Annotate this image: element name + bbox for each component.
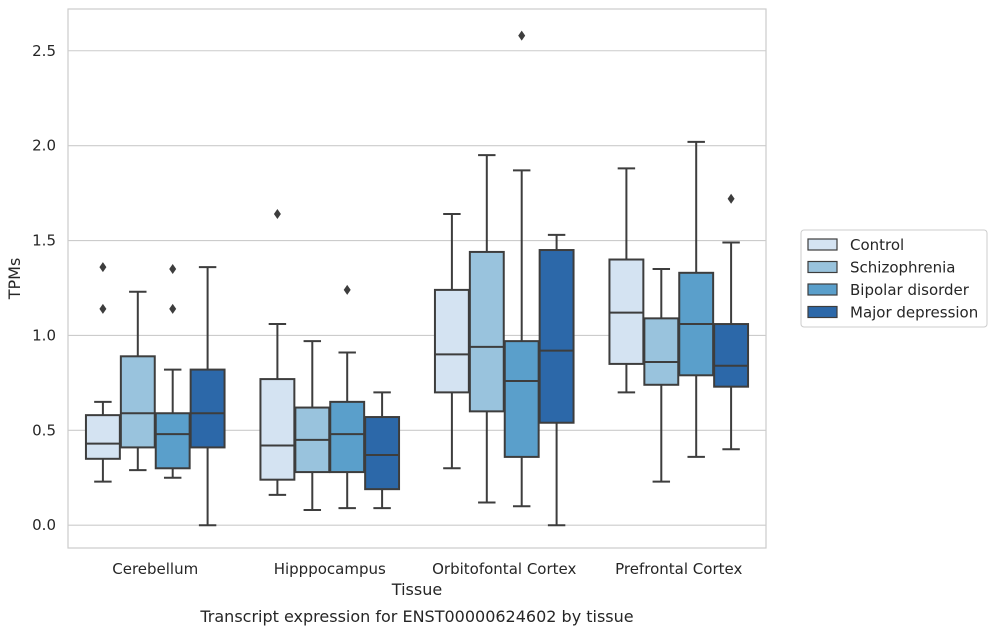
x-tick-label: Hipppocampus xyxy=(274,560,386,578)
iqr-box xyxy=(713,323,750,388)
iqr-box xyxy=(468,250,505,413)
box-schizophrenia xyxy=(468,154,505,504)
box-bipolar-disorder xyxy=(329,284,366,510)
box-control xyxy=(608,167,645,394)
box-bipolar-disorder xyxy=(503,30,540,508)
box-major-depression xyxy=(189,266,226,527)
x-axis-ticks: Cerebellum Hipppocampus Orbitofontal Corte… xyxy=(112,560,742,578)
outlier-point xyxy=(169,303,177,314)
legend-frame xyxy=(800,229,988,328)
y-tick-label: 1.0 xyxy=(32,326,56,344)
box-plot-area xyxy=(84,30,750,527)
iqr-box xyxy=(329,400,366,474)
outlier-point xyxy=(343,284,351,295)
iqr-box xyxy=(643,317,680,386)
iqr-box xyxy=(503,340,540,458)
box-control xyxy=(259,208,296,496)
y-tick-label: 0.5 xyxy=(32,421,56,439)
legend-entry: Bipolar disorder xyxy=(850,281,970,299)
iqr-box xyxy=(433,288,470,394)
outlier-point xyxy=(99,262,107,273)
outlier-point xyxy=(273,208,281,219)
outlier-point xyxy=(518,30,526,41)
legend: Control Schizophrenia Bipolar disorder Majo… xyxy=(800,229,988,328)
y-axis-ticks: 0.0 0.5 1.0 1.5 2.0 2.5 xyxy=(32,42,56,534)
legend-entry: Major depression xyxy=(850,304,978,322)
chart-caption: Transcript expression for ENST0000062460… xyxy=(199,607,633,626)
y-axis-label: TPMs xyxy=(5,258,24,301)
box-schizophrenia xyxy=(119,290,156,472)
iqr-box xyxy=(364,416,401,491)
legend-swatch xyxy=(807,260,838,274)
legend-swatch xyxy=(807,283,838,296)
box-control xyxy=(84,400,121,483)
iqr-box xyxy=(538,249,575,424)
outlier-point xyxy=(727,193,735,204)
x-tick-label: Prefrontal Cortex xyxy=(615,560,742,578)
outlier-point xyxy=(169,264,177,275)
legend-swatch xyxy=(807,305,838,319)
legend-entry: Control xyxy=(850,236,904,254)
box-major-depression xyxy=(364,391,401,510)
legend-swatch xyxy=(807,238,838,251)
iqr-box xyxy=(84,414,121,460)
box-major-depression xyxy=(713,193,750,451)
y-tick-label: 2.5 xyxy=(32,42,56,60)
box-major-depression xyxy=(538,233,575,527)
plot-frame xyxy=(67,8,767,549)
iqr-box xyxy=(259,378,296,481)
x-tick-label: Cerebellum xyxy=(112,560,198,578)
box-bipolar-disorder xyxy=(154,264,191,479)
iqr-box xyxy=(189,368,226,449)
iqr-box xyxy=(119,355,156,449)
iqr-box xyxy=(154,412,191,470)
outlier-point xyxy=(99,303,107,314)
y-tick-label: 2.0 xyxy=(32,137,56,155)
x-tick-label: Orbitofontal Cortex xyxy=(432,560,576,578)
y-tick-label: 0.0 xyxy=(32,516,56,534)
box-bipolar-disorder xyxy=(678,140,715,458)
y-tick-label: 1.5 xyxy=(32,232,56,250)
box-schizophrenia xyxy=(294,340,331,512)
box-control xyxy=(433,212,470,470)
x-axis-label: Tissue xyxy=(391,580,442,599)
box-schizophrenia xyxy=(643,268,680,483)
legend-entry: Schizophrenia xyxy=(850,259,955,277)
